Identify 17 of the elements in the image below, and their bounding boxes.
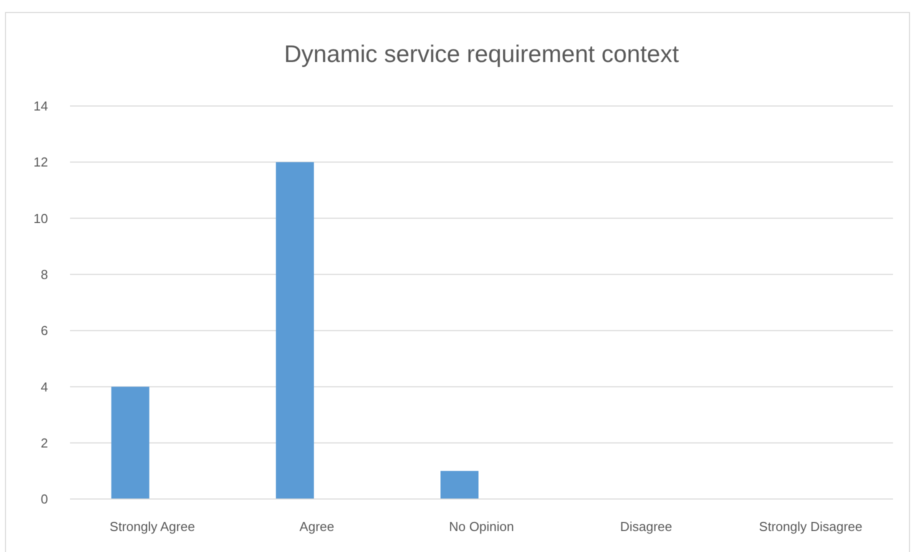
y-tick-label: 4 bbox=[40, 379, 48, 394]
x-tick-label: No Opinion bbox=[448, 519, 514, 534]
y-tick-label: 12 bbox=[34, 154, 48, 170]
bar bbox=[111, 386, 150, 499]
chart-title: Dynamic service requirement context bbox=[284, 41, 680, 68]
y-tick-label: 14 bbox=[34, 98, 48, 114]
y-tick-label: 10 bbox=[34, 210, 48, 226]
y-tick-label: 8 bbox=[40, 266, 48, 282]
y-tick-label: 0 bbox=[40, 492, 48, 507]
x-tick-label: Strongly Disagree bbox=[759, 519, 862, 534]
y-tick-label: 2 bbox=[40, 435, 48, 450]
x-tick-label: Strongly Agree bbox=[110, 519, 195, 534]
x-tick-label: Agree bbox=[300, 519, 334, 534]
bar bbox=[276, 162, 314, 499]
x-tick-label: Disagree bbox=[620, 519, 672, 534]
bar bbox=[440, 470, 478, 499]
y-tick-label: 6 bbox=[40, 323, 48, 338]
